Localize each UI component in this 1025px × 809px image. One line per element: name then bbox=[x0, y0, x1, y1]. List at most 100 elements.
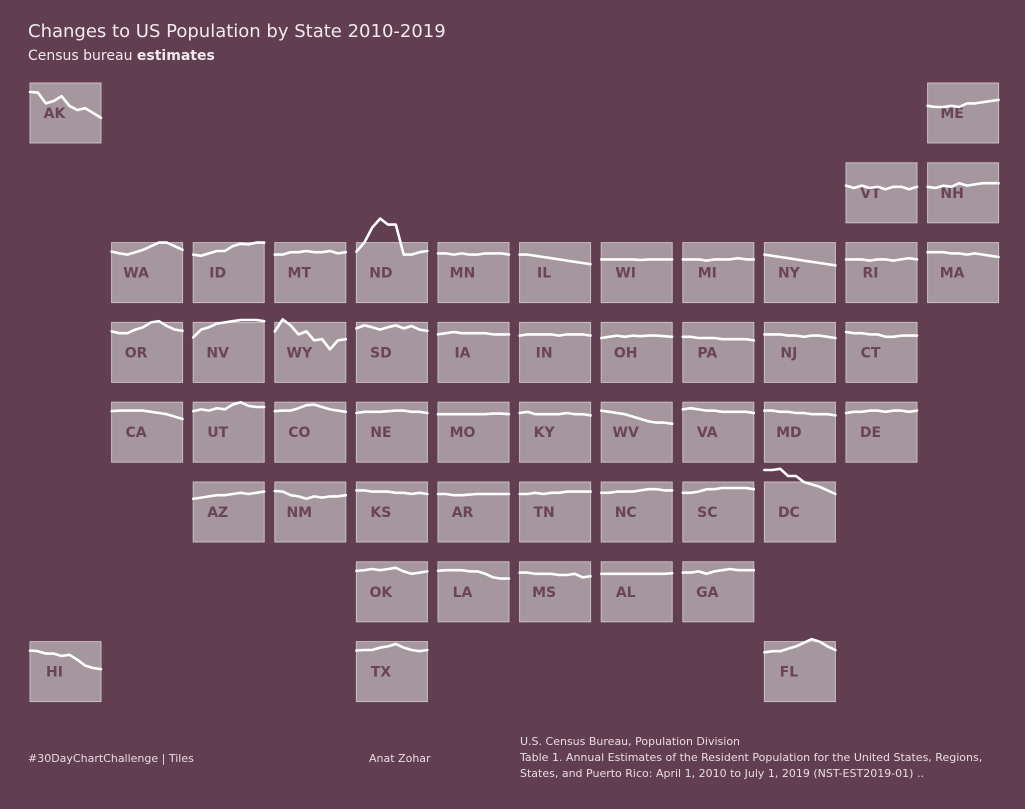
tile-wv: WV bbox=[599, 401, 674, 463]
tile-label: NV bbox=[206, 345, 229, 361]
population-line bbox=[191, 400, 266, 413]
tile-label: KY bbox=[534, 425, 556, 441]
tile-label: WY bbox=[287, 345, 313, 361]
tile-background bbox=[437, 401, 510, 463]
tile-nj: NJ bbox=[763, 321, 837, 383]
tile-background bbox=[519, 401, 592, 463]
tile-label: ND bbox=[369, 266, 392, 282]
tile-background bbox=[682, 242, 755, 304]
tile-ri: RI bbox=[844, 242, 919, 304]
tile-ca: CA bbox=[110, 401, 184, 463]
population-line bbox=[599, 409, 674, 426]
tile-background bbox=[111, 242, 184, 304]
population-line bbox=[191, 490, 266, 501]
tile-background bbox=[763, 321, 836, 383]
population-line bbox=[681, 486, 756, 495]
tile-me: ME bbox=[926, 82, 1000, 144]
population-line bbox=[191, 241, 266, 258]
tile-ma: MA bbox=[926, 242, 1000, 304]
tile-background bbox=[437, 481, 510, 543]
tile-background bbox=[682, 481, 755, 543]
tile-background bbox=[355, 321, 428, 383]
tile-label: AK bbox=[44, 106, 67, 122]
tile-label: DC bbox=[778, 505, 800, 521]
population-line bbox=[926, 181, 1000, 190]
tile-or: OR bbox=[110, 319, 184, 383]
tile-label: MI bbox=[698, 266, 717, 282]
population-line bbox=[436, 252, 511, 256]
tile-pa: PA bbox=[681, 321, 756, 383]
population-line bbox=[681, 256, 756, 262]
chart-subtitle: Census bureau estimates bbox=[28, 48, 215, 64]
tile-co: CO bbox=[273, 401, 348, 463]
population-line bbox=[191, 318, 266, 339]
population-line bbox=[436, 330, 511, 336]
population-line bbox=[681, 406, 756, 415]
tile-label: IA bbox=[454, 345, 470, 361]
tile-label: SD bbox=[370, 345, 392, 361]
tile-label: KS bbox=[370, 505, 391, 521]
tile-label: OR bbox=[125, 345, 148, 361]
tile-nh: NH bbox=[926, 162, 1000, 224]
tile-background bbox=[274, 401, 347, 463]
population-line bbox=[844, 184, 919, 191]
tile-label: UT bbox=[207, 425, 228, 441]
population-line bbox=[355, 409, 429, 415]
tile-wi: WI bbox=[599, 242, 674, 304]
tile-label: GA bbox=[696, 585, 718, 601]
tile-background bbox=[682, 321, 755, 383]
population-line bbox=[518, 410, 592, 417]
tile-id: ID bbox=[191, 241, 266, 304]
population-line bbox=[518, 571, 592, 579]
population-line bbox=[110, 241, 184, 256]
tile-label: NJ bbox=[780, 345, 797, 361]
tile-background bbox=[927, 82, 1000, 144]
population-line bbox=[599, 571, 674, 576]
tile-label: IL bbox=[537, 266, 551, 282]
tile-label: PA bbox=[697, 345, 717, 361]
tile-background bbox=[845, 162, 918, 224]
tile-de: DE bbox=[844, 401, 919, 463]
population-line bbox=[110, 319, 184, 335]
population-line bbox=[273, 403, 348, 414]
population-line bbox=[763, 467, 837, 496]
tile-background bbox=[192, 401, 265, 463]
tile-label: AR bbox=[452, 505, 474, 521]
tile-background bbox=[519, 242, 592, 304]
tile-background bbox=[763, 481, 836, 543]
tile-background bbox=[763, 242, 836, 304]
population-line bbox=[763, 333, 837, 340]
population-line bbox=[844, 256, 919, 262]
tile-mn: MN bbox=[436, 242, 511, 304]
tile-background bbox=[355, 561, 428, 623]
tile-label: CA bbox=[126, 425, 147, 441]
tile-la: LA bbox=[436, 561, 511, 623]
tile-ks: KS bbox=[355, 481, 429, 543]
tile-mt: MT bbox=[273, 242, 348, 304]
population-line bbox=[763, 253, 837, 267]
population-line bbox=[926, 98, 1000, 109]
tile-background bbox=[519, 321, 592, 383]
tile-ut: UT bbox=[191, 400, 266, 463]
population-line bbox=[273, 249, 348, 256]
tile-ct: CT bbox=[844, 321, 919, 383]
tile-label: DE bbox=[860, 425, 881, 441]
tile-label: WI bbox=[615, 266, 636, 282]
tile-label: MO bbox=[450, 425, 476, 441]
subtitle-emphasis: estimates bbox=[136, 48, 215, 64]
tile-sc: SC bbox=[681, 481, 756, 543]
tile-label: SC bbox=[697, 505, 717, 521]
tile-nc: NC bbox=[599, 481, 674, 543]
tile-ar: AR bbox=[436, 481, 511, 543]
population-line bbox=[273, 489, 348, 501]
tile-background bbox=[600, 242, 673, 304]
footer-author: Anat Zohar bbox=[369, 752, 431, 765]
tile-tx: TX bbox=[355, 641, 429, 703]
tile-background bbox=[192, 242, 265, 304]
population-line bbox=[518, 490, 592, 496]
population-line bbox=[355, 324, 429, 333]
tile-va: VA bbox=[681, 401, 756, 463]
population-line bbox=[599, 258, 674, 262]
tile-background bbox=[192, 321, 265, 383]
